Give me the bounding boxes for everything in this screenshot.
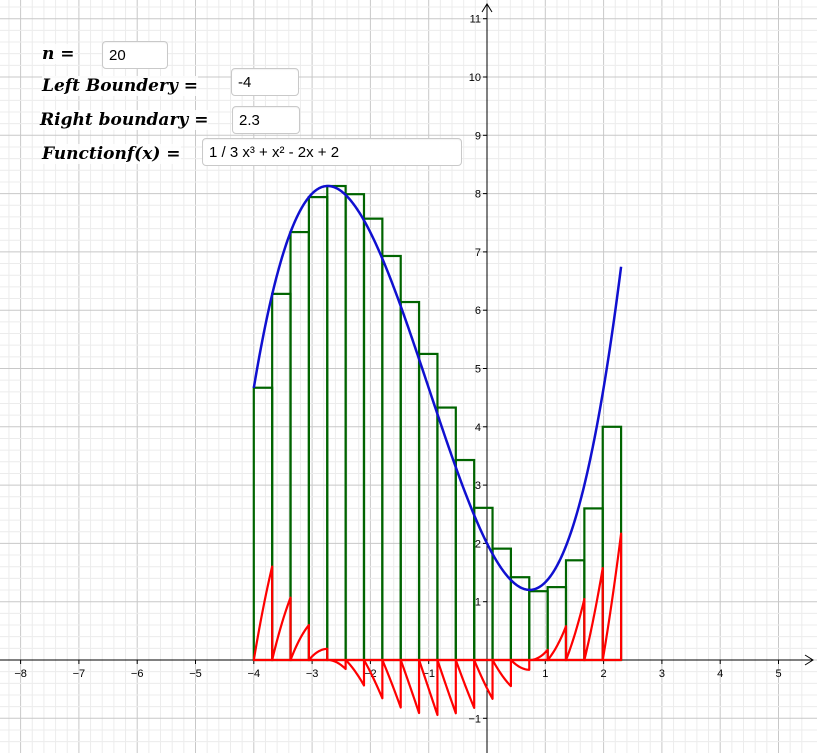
y-axis-arrow <box>481 3 493 13</box>
right-boundary-label: Right boundary = <box>40 110 209 130</box>
error-segment <box>491 658 512 688</box>
error-segment <box>436 658 457 715</box>
error-segment <box>381 658 402 709</box>
error-segment <box>344 658 366 687</box>
error-segment <box>546 625 568 662</box>
function-curve[interactable] <box>252 184 623 592</box>
x-tick-label: 3 <box>659 668 665 680</box>
y-tick-label: −1 <box>468 713 481 725</box>
y-tick-label: 6 <box>475 305 481 317</box>
error-segment <box>454 658 476 709</box>
riemann-rectangle <box>491 547 513 662</box>
y-tick-label: 1 <box>475 597 481 609</box>
left-boundary-label: Left Boundery = <box>42 76 198 96</box>
error-segment <box>252 565 274 662</box>
error-segment <box>326 658 347 671</box>
error-segment <box>307 647 329 662</box>
x-tick-label: −4 <box>248 668 261 680</box>
x-tick-label: −3 <box>306 668 319 680</box>
error-segment <box>417 658 439 717</box>
riemann-rectangle <box>289 230 310 662</box>
y-tick-label: 9 <box>475 130 481 142</box>
error-series[interactable] <box>252 532 623 717</box>
x-tick-label: −5 <box>189 668 202 680</box>
x-tick-label: 5 <box>775 668 781 680</box>
y-tick-label: 8 <box>475 189 481 201</box>
error-segment <box>564 597 586 662</box>
y-tick-label: 3 <box>475 480 481 492</box>
x-tick-label: −7 <box>73 668 86 680</box>
error-segment <box>362 658 384 700</box>
y-tick-label: 5 <box>475 364 481 376</box>
riemann-rectangle <box>399 300 421 662</box>
error-segment <box>509 658 531 671</box>
x-tick-label: 2 <box>601 668 607 680</box>
x-tick-label: −8 <box>14 668 27 680</box>
x-tick-label: −6 <box>131 668 144 680</box>
error-segment <box>399 658 421 715</box>
left-boundary-input[interactable] <box>231 68 299 96</box>
x-axis-arrow <box>804 654 814 666</box>
function-label: Functionf(x) = <box>42 144 181 164</box>
function-curve-line <box>252 184 623 592</box>
y-tick-label: 2 <box>475 538 481 550</box>
y-tick-label: 7 <box>475 247 481 259</box>
n-input[interactable] <box>102 41 168 69</box>
error-segment <box>271 596 292 662</box>
x-tick-label: 1 <box>542 668 548 680</box>
error-segment <box>473 658 494 700</box>
right-boundary-input[interactable] <box>232 106 300 134</box>
y-tick-label: 4 <box>475 422 481 434</box>
error-segment <box>583 567 604 662</box>
riemann-rectangle <box>252 386 274 662</box>
riemann-rectangle <box>381 254 402 662</box>
riemann-rectangle <box>326 184 347 662</box>
n-label: n = <box>42 44 75 64</box>
y-tick-label: 10 <box>469 72 481 84</box>
error-segment <box>528 648 549 662</box>
function-input[interactable] <box>202 138 462 166</box>
y-tick-label: 11 <box>470 14 481 26</box>
riemann-rectangle <box>362 217 384 662</box>
riemann-rectangles[interactable] <box>252 184 623 662</box>
error-segment <box>289 623 310 662</box>
x-tick-label: 4 <box>717 668 723 680</box>
error-segment <box>601 532 623 662</box>
